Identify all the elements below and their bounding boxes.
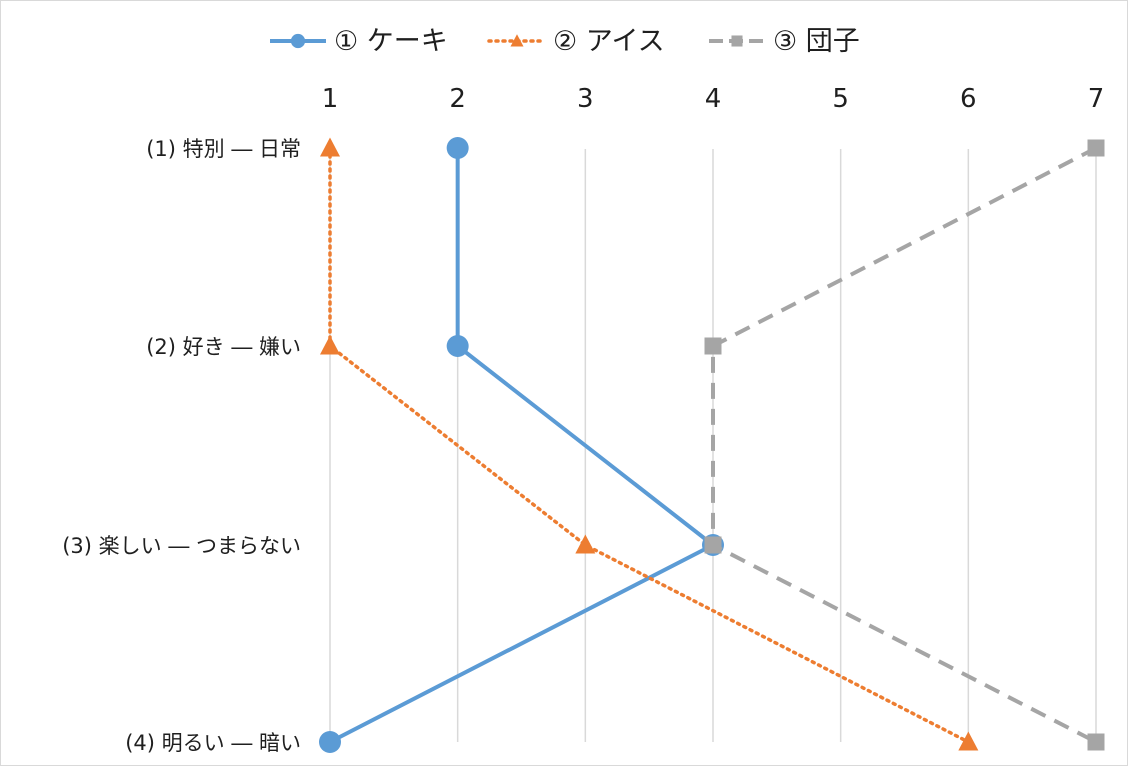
series-1 bbox=[319, 137, 724, 753]
x-tick-label: 2 bbox=[449, 84, 466, 114]
category-labels: (1) 特別 ― 日常 (2) 好き ― 嫌い (3) 楽しい ― つまらない (4)… bbox=[62, 137, 301, 755]
legend-item-2: ② アイス bbox=[487, 26, 665, 57]
legend-item-1: ① ケーキ bbox=[270, 26, 448, 57]
data-point bbox=[320, 137, 340, 157]
legend: ① ケーキ ② アイス ③ 団子 bbox=[270, 26, 860, 57]
legend-swatch-marker bbox=[731, 35, 743, 47]
data-point bbox=[446, 335, 469, 357]
series-line bbox=[711, 146, 1097, 744]
legend-label: ② アイス bbox=[553, 26, 665, 57]
x-axis-ticks: 1 2 3 4 5 6 7 bbox=[322, 84, 1105, 114]
data-point bbox=[320, 335, 340, 355]
legend-label: ① ケーキ bbox=[334, 26, 448, 57]
x-tick-label: 7 bbox=[1088, 84, 1105, 114]
x-tick-label: 5 bbox=[832, 84, 849, 114]
data-point bbox=[319, 731, 341, 753]
data-point bbox=[1087, 139, 1105, 157]
series-line bbox=[328, 146, 971, 744]
category-label: (4) 明るい ― 暗い bbox=[125, 731, 301, 755]
legend-item-3: ③ 団子 bbox=[709, 26, 860, 57]
legend-label: ③ 団子 bbox=[773, 26, 860, 57]
x-tick-label: 1 bbox=[322, 84, 339, 114]
legend-swatch-marker bbox=[290, 33, 306, 49]
data-point bbox=[1087, 733, 1105, 751]
legend-swatch-marker bbox=[510, 34, 524, 47]
series-line bbox=[329, 148, 715, 744]
category-label: (1) 特別 ― 日常 bbox=[146, 137, 301, 161]
data-point bbox=[704, 536, 722, 554]
data-point bbox=[958, 731, 979, 751]
series-3 bbox=[704, 139, 1105, 751]
series-2 bbox=[320, 137, 979, 751]
series-lines bbox=[319, 137, 1105, 753]
x-tick-label: 4 bbox=[705, 84, 722, 114]
category-label: (3) 楽しい ― つまらない bbox=[62, 534, 301, 558]
data-point bbox=[575, 534, 596, 554]
data-point bbox=[704, 337, 722, 355]
data-point bbox=[446, 137, 469, 159]
x-tick-label: 6 bbox=[960, 84, 977, 114]
x-tick-label: 3 bbox=[577, 84, 594, 114]
category-label: (2) 好き ― 嫌い bbox=[146, 335, 301, 359]
